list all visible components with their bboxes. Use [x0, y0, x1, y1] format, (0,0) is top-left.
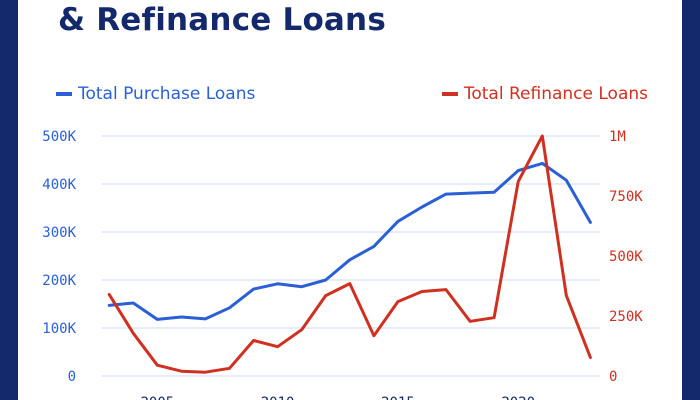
y-right-tick-label: 750K	[609, 189, 643, 205]
legend-label-purchase: Total Purchase Loans	[78, 84, 256, 104]
x-tick-label: 2015	[381, 395, 415, 400]
y-left-tick-label: 100K	[42, 321, 76, 337]
x-tick-label: 2005	[140, 395, 174, 400]
y-left-tick-label: 400K	[42, 177, 76, 193]
legend-swatch-purchase	[56, 92, 72, 96]
purchase-loans-line	[107, 161, 592, 321]
legend-item-purchase: Total Purchase Loans	[56, 84, 255, 104]
y-left-tick-label: 0	[68, 369, 76, 385]
x-tick-label: 2020	[501, 395, 535, 400]
line-chart: 0 100K 200K 300K 400K 500K 0 250K 500K 750K 1M 2005…	[42, 129, 643, 400]
refinance-loans-line	[107, 134, 592, 374]
chart-title: & Refinance Loans	[58, 2, 386, 38]
x-tick-label: 2010	[261, 395, 295, 400]
chart-card: & Refinance Loans Total Purchase Loans T…	[18, 0, 682, 400]
y-left-tick-label: 500K	[42, 129, 76, 145]
y-right-tick-label: 250K	[609, 309, 643, 325]
y-right-tick-label: 1M	[609, 129, 626, 145]
legend-swatch-refinance	[441, 92, 458, 96]
y-right-tick-label: 0	[609, 369, 617, 385]
y-left-tick-label: 300K	[42, 225, 76, 241]
legend-label-refinance: Total Refinance Loans	[463, 84, 648, 104]
y-left-tick-label: 200K	[42, 273, 76, 289]
legend-item-refinance: Total Refinance Loans	[441, 84, 648, 104]
y-right-tick-label: 500K	[609, 249, 643, 265]
